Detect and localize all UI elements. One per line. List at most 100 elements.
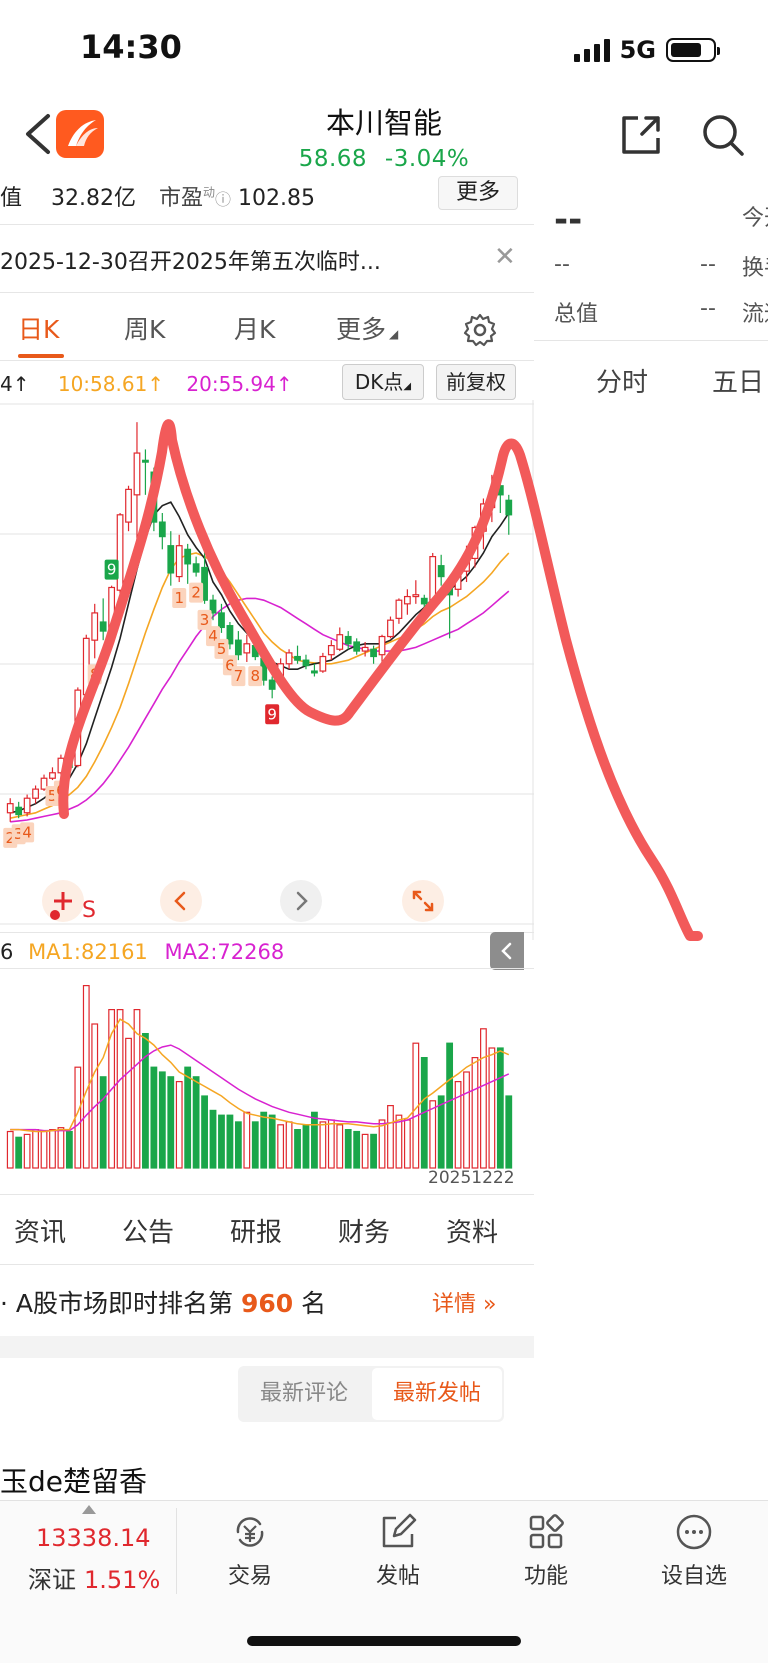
volume-bar xyxy=(150,1066,158,1169)
candle-body xyxy=(311,670,318,674)
candle-body xyxy=(108,586,116,632)
pivot-label: 6 xyxy=(56,782,66,800)
fullscreen-button[interactable] xyxy=(402,880,444,922)
post-label: 发帖 xyxy=(375,1564,420,1589)
tab-week-k[interactable]: 周K xyxy=(124,315,166,344)
divider xyxy=(0,1264,534,1265)
search-icon[interactable] xyxy=(700,112,746,158)
candle-body xyxy=(74,689,82,767)
red-dot-icon xyxy=(50,910,60,920)
candle-body xyxy=(336,634,344,650)
volume-bar xyxy=(49,1129,56,1169)
divider xyxy=(0,1194,534,1195)
index-pct: 1.51% xyxy=(84,1566,161,1594)
ma20-value: 20:55.94↑ xyxy=(186,372,293,396)
pivot-label: 8 xyxy=(90,665,100,683)
volume-bar xyxy=(378,1119,386,1169)
pe-label: 市盈 xyxy=(159,186,204,211)
tab-five-day[interactable]: 五日 xyxy=(712,368,765,398)
volume-bar xyxy=(184,1066,192,1169)
add-indicator-button[interactable] xyxy=(42,880,84,922)
volume-bar xyxy=(125,1037,132,1169)
divider xyxy=(0,932,534,933)
pivot-label-bg xyxy=(20,822,35,843)
rank-detail-link[interactable]: 详情 » xyxy=(432,1292,497,1317)
volume-bar xyxy=(336,1124,344,1169)
tab-research[interactable]: 研报 xyxy=(230,1218,283,1248)
volume-chart[interactable] xyxy=(0,968,534,1178)
candle-body xyxy=(353,641,361,652)
candle-body xyxy=(361,646,369,652)
tab-announcements[interactable]: 公告 xyxy=(122,1218,175,1248)
volume-bar xyxy=(327,1119,335,1169)
volume-legend: 6 MA1:82161 MA2:72268 xyxy=(0,940,284,964)
function-button[interactable]: 功能 xyxy=(486,1512,606,1590)
candle-body xyxy=(344,635,352,645)
volume-bar xyxy=(268,1114,276,1169)
edit-icon xyxy=(382,1513,417,1548)
volume-bar xyxy=(57,1127,65,1169)
candle-body xyxy=(65,759,73,768)
volume-prefix: 6 xyxy=(0,940,14,964)
close-icon[interactable]: ✕ xyxy=(494,242,516,272)
pivot-label: 8 xyxy=(251,667,261,685)
add-watchlist-button[interactable]: 设自选 xyxy=(634,1512,754,1590)
candle-body xyxy=(505,499,513,516)
dk-caret-icon: ◢ xyxy=(403,381,412,392)
latest-comment-tab[interactable]: 最新评论 xyxy=(259,1381,348,1406)
status-indicators: 5G xyxy=(573,36,720,64)
rp-today-open: 今开 xyxy=(742,206,768,231)
tab-news[interactable]: 资讯 xyxy=(14,1218,67,1248)
info-circle-icon[interactable]: ⓘ xyxy=(215,190,232,209)
trade-label: 交易 xyxy=(227,1564,272,1589)
back-arrow-icon[interactable] xyxy=(18,110,58,158)
pivot-label: 2 xyxy=(5,829,15,847)
volume-bar xyxy=(260,1111,268,1169)
volume-bar xyxy=(32,1129,39,1169)
dk-point-button[interactable]: DK点◢ xyxy=(342,364,424,400)
candle-body xyxy=(454,568,462,590)
post-button[interactable]: 发帖 xyxy=(338,1512,458,1590)
index-value[interactable]: 13338.14 xyxy=(36,1524,151,1552)
volume-bar xyxy=(429,1100,437,1169)
market-rank: · A股市场即时排名第 960 名 xyxy=(0,1284,326,1320)
collapse-panel-button[interactable] xyxy=(490,932,524,970)
app-logo xyxy=(56,110,104,158)
expand-up-icon[interactable] xyxy=(82,1505,96,1514)
announcement-text[interactable]: 2025-12-30召开2025年第五次临时... xyxy=(0,250,381,275)
tab-more[interactable]: 更多 ◢ xyxy=(336,310,398,346)
tab-month-k[interactable]: 月K xyxy=(234,315,276,344)
volume-bar xyxy=(446,1042,454,1169)
chevron-left-icon xyxy=(501,942,512,960)
tab-underline xyxy=(18,354,64,358)
stock-price-row: 58.68 -3.04% xyxy=(0,146,768,172)
post-author[interactable]: 玉de楚留香 xyxy=(0,1465,148,1498)
pivot-label: 5 xyxy=(217,640,227,658)
tab-finance[interactable]: 财务 xyxy=(338,1218,391,1248)
volume-bar xyxy=(319,1121,327,1169)
candles xyxy=(6,422,513,822)
trade-button[interactable]: 交易 xyxy=(190,1512,310,1590)
volume-bar xyxy=(192,1076,200,1169)
share-icon[interactable] xyxy=(618,112,664,158)
prev-button[interactable] xyxy=(160,880,202,922)
more-info-button[interactable]: 更多 xyxy=(438,176,518,210)
latest-post-tab[interactable]: 最新发帖 xyxy=(372,1368,502,1420)
function-label: 功能 xyxy=(523,1564,568,1589)
adjust-button[interactable]: 前复权 xyxy=(436,364,516,400)
volume-bar xyxy=(454,1080,462,1169)
dk-point-label: DK点 xyxy=(354,370,404,394)
vol-ma2-line xyxy=(10,1044,510,1132)
volume-bar xyxy=(91,1023,99,1169)
tab-timeshare[interactable]: 分时 xyxy=(596,368,649,398)
tab-day-k[interactable]: 日K xyxy=(18,315,60,344)
candle-body xyxy=(446,581,454,596)
status-time: 14:30 xyxy=(80,28,182,66)
next-button[interactable] xyxy=(280,880,322,922)
tab-profile[interactable]: 资料 xyxy=(446,1218,499,1248)
volume-bars xyxy=(6,985,513,1169)
gear-icon[interactable] xyxy=(462,312,498,348)
candle-body xyxy=(268,679,276,690)
index-row[interactable]: 深证 1.51% xyxy=(28,1560,160,1595)
